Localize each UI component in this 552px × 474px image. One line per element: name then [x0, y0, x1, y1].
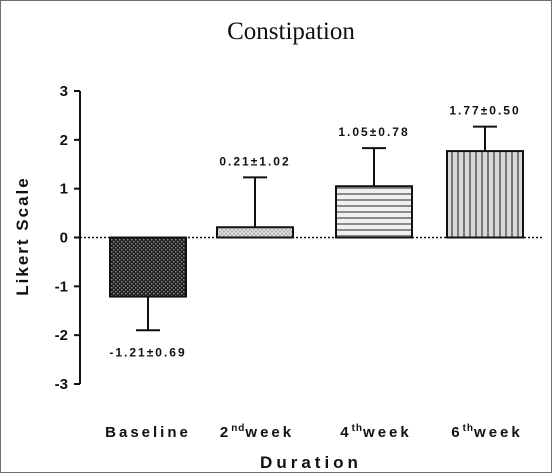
plot-area: -3 -2 -1 0 1 2 3 -1.21±0.69 Baseline 0.21±1.02 2nd… [55, 83, 544, 441]
y-axis-title: Likert Scale [13, 176, 32, 295]
x-axis-title: Duration [260, 453, 362, 472]
y-tick-label: -2 [55, 327, 68, 344]
x-tick-label-3: 4thweek [340, 423, 412, 441]
data-label-2: 0.21±1.02 [219, 154, 290, 168]
y-tick-label: 3 [60, 83, 68, 100]
x-tick-label-1: Baseline [105, 424, 191, 441]
chart-title: Constipation [227, 18, 355, 45]
bar-1 [109, 236, 187, 298]
data-label-3: 1.05±0.78 [338, 125, 409, 139]
bar-2 [216, 226, 294, 239]
bar-3 [335, 185, 413, 239]
y-tick-label: 1 [60, 181, 68, 198]
data-label-4: 1.77±0.50 [449, 104, 520, 118]
y-tick-label: 0 [60, 230, 68, 247]
bar-4 [446, 150, 524, 239]
y-tick-label: -1 [55, 278, 68, 295]
x-tick-label-2: 2ndweek [220, 423, 294, 441]
y-tick-label: -3 [55, 376, 68, 393]
data-label-1: -1.21±0.69 [109, 345, 186, 359]
y-tick-label: 2 [60, 132, 68, 149]
x-tick-label-4: 6thweek [451, 423, 523, 441]
